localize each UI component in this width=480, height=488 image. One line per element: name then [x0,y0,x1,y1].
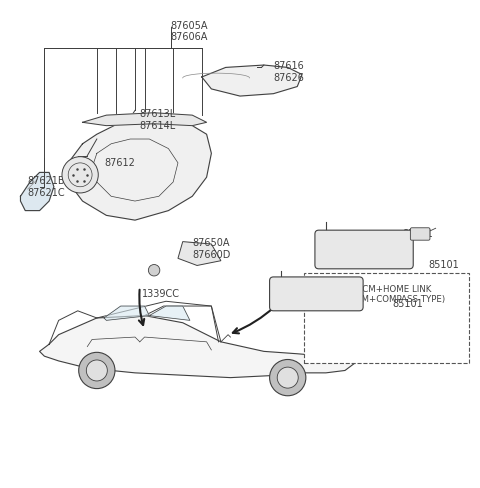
Polygon shape [83,113,206,125]
Text: 87613L
87614L: 87613L 87614L [140,109,176,131]
Text: 87605A
87606A: 87605A 87606A [171,21,208,42]
Text: 87650A
87660D: 87650A 87660D [192,238,231,260]
Text: 85101: 85101 [429,261,459,270]
Circle shape [62,157,98,193]
FancyBboxPatch shape [410,228,430,240]
Text: 1339CC: 1339CC [142,289,180,299]
FancyBboxPatch shape [315,230,413,269]
Text: (W/ECM+HOME LINK
  SYSTEM+COMPASS TYPE): (W/ECM+HOME LINK SYSTEM+COMPASS TYPE) [329,285,445,304]
Text: 85131: 85131 [402,229,433,240]
Text: 87616
87626: 87616 87626 [274,61,304,83]
Polygon shape [39,316,355,378]
Text: 85101: 85101 [393,299,423,308]
Polygon shape [21,172,54,211]
Circle shape [148,264,160,276]
Polygon shape [68,115,211,220]
Text: 87612: 87612 [104,158,135,168]
Circle shape [270,360,306,396]
Circle shape [86,360,108,381]
Polygon shape [104,306,149,320]
Circle shape [277,367,298,388]
Polygon shape [202,65,302,96]
Circle shape [79,352,115,388]
FancyBboxPatch shape [304,273,469,363]
Polygon shape [178,242,221,265]
Text: 87621B
87621C: 87621B 87621C [28,176,65,198]
FancyBboxPatch shape [270,277,363,311]
Polygon shape [149,306,190,320]
